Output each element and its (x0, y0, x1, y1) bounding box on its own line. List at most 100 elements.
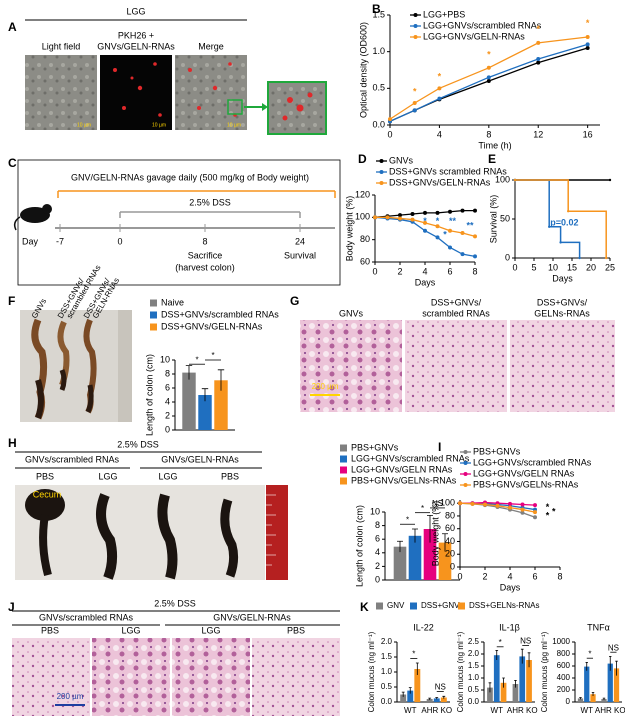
point (495, 503, 500, 508)
y-tick-label: 80 (360, 234, 370, 244)
point (486, 79, 491, 83)
legend-swatch (150, 299, 157, 307)
column-label: PBS (287, 625, 305, 635)
x-tick-label: 0 (387, 129, 392, 139)
legend-marker (463, 472, 468, 476)
y-tick-label: 6 (165, 382, 170, 392)
annotation: p=0.02 (550, 217, 578, 227)
point (448, 209, 452, 214)
point (520, 510, 525, 515)
y-tick-label: 800 (557, 649, 571, 658)
annotation: * (586, 18, 590, 28)
y-tick-label: 400 (557, 673, 571, 682)
point (460, 252, 465, 257)
point (473, 208, 477, 213)
y-axis-label: Length of colon (cm) (144, 354, 154, 436)
point (585, 35, 590, 39)
panel-title: 2.5% DSS (154, 598, 196, 608)
bar (577, 698, 584, 702)
error-bar (415, 662, 419, 675)
point (435, 235, 440, 240)
x-tick-label: AHR KO (421, 706, 452, 715)
panel-label: H (8, 436, 17, 450)
annotation: ** (449, 216, 457, 226)
x-tick-label: 8 (557, 571, 562, 581)
bar (607, 663, 613, 702)
legend-label: LGG+GNVs/GELN RNAs (473, 468, 575, 478)
legend-swatch (340, 477, 347, 485)
x-tick-label: 2 (482, 571, 487, 581)
y-tick-label: 10 (370, 506, 380, 516)
point (486, 75, 491, 80)
y-tick-label: 2.5 (468, 637, 480, 646)
x-tick-label: 25 (605, 262, 615, 272)
annotation: * (443, 230, 447, 240)
point (520, 502, 525, 507)
y-axis-label: Body weight (%) (344, 196, 354, 262)
point (473, 234, 477, 239)
error-bar (527, 652, 531, 668)
panel-a-images (25, 19, 327, 135)
error-bar (408, 687, 412, 694)
point (435, 210, 440, 215)
y-tick-label: 4 (165, 396, 170, 406)
y-tick-label: 1.5 (381, 652, 393, 661)
group-label: GNVs/GELN-RNAs (161, 454, 239, 464)
legend-label: PBS+GNVs (351, 442, 399, 452)
x-tick-label: 8 (486, 129, 491, 139)
legend-label: DSS+GNVs scrambled RNAs (389, 166, 507, 176)
point (533, 503, 537, 508)
y-tick-label: 1.0 (372, 46, 385, 56)
error-bar (442, 695, 446, 699)
group-label: GELNs-RNAs (534, 308, 590, 318)
annotation: * (438, 72, 442, 82)
panel-g-images (300, 320, 615, 412)
significance-label: * (499, 638, 502, 647)
error-bar (488, 682, 492, 693)
panel-label: J (8, 600, 15, 614)
point (437, 96, 442, 101)
legend-swatch (410, 602, 417, 610)
legend-label: LGG+GNVs/scrambled RNAs (423, 20, 542, 30)
point (473, 254, 477, 259)
x-tick-label: 16 (583, 129, 593, 139)
bar (584, 666, 590, 702)
y-tick-label: 0.0 (381, 697, 393, 706)
scale-bar: 200 µm (312, 382, 339, 391)
legend-marker (463, 450, 468, 454)
significance-label: NS (432, 499, 443, 508)
group-label: GNVs/scrambled RNAs (39, 612, 134, 622)
y-tick-label: 1.0 (381, 667, 393, 676)
panel-label: D (358, 152, 367, 166)
event-label: Survival (284, 250, 316, 260)
x-tick-label: 0 (512, 262, 517, 272)
series-line (389, 43, 588, 122)
scale-bar: 10 µm (77, 122, 91, 128)
y-tick-label: 8 (375, 520, 380, 530)
error-bar (201, 388, 209, 402)
bar (440, 697, 447, 702)
bar (393, 546, 407, 580)
y-tick-label: 200 (557, 685, 571, 694)
group-label: GNVs (339, 308, 364, 318)
legend-marker (413, 35, 418, 39)
legend-swatch (340, 455, 347, 463)
cecum-label: Cecum (33, 489, 62, 499)
x-tick-label: 4 (437, 129, 442, 139)
y-axis-label: Optical density (OD600) (358, 22, 368, 118)
y-tick-label: 600 (557, 661, 571, 670)
point (585, 42, 590, 47)
legend-label: GNVs (389, 155, 414, 165)
annotation: * (552, 506, 556, 516)
legend-marker (379, 181, 384, 185)
event-label: (harvest colon) (175, 262, 235, 272)
x-axis-label: Days (552, 273, 573, 283)
column-label: LGG (201, 625, 220, 635)
chart-title: IL-1β (499, 622, 520, 632)
y-tick-label: 60 (445, 523, 455, 533)
point (423, 228, 427, 233)
dss-label: 2.5% DSS (189, 197, 231, 207)
y-tick-label: 2 (165, 410, 170, 420)
annotation: ** (466, 221, 474, 231)
error-bar (502, 677, 505, 688)
